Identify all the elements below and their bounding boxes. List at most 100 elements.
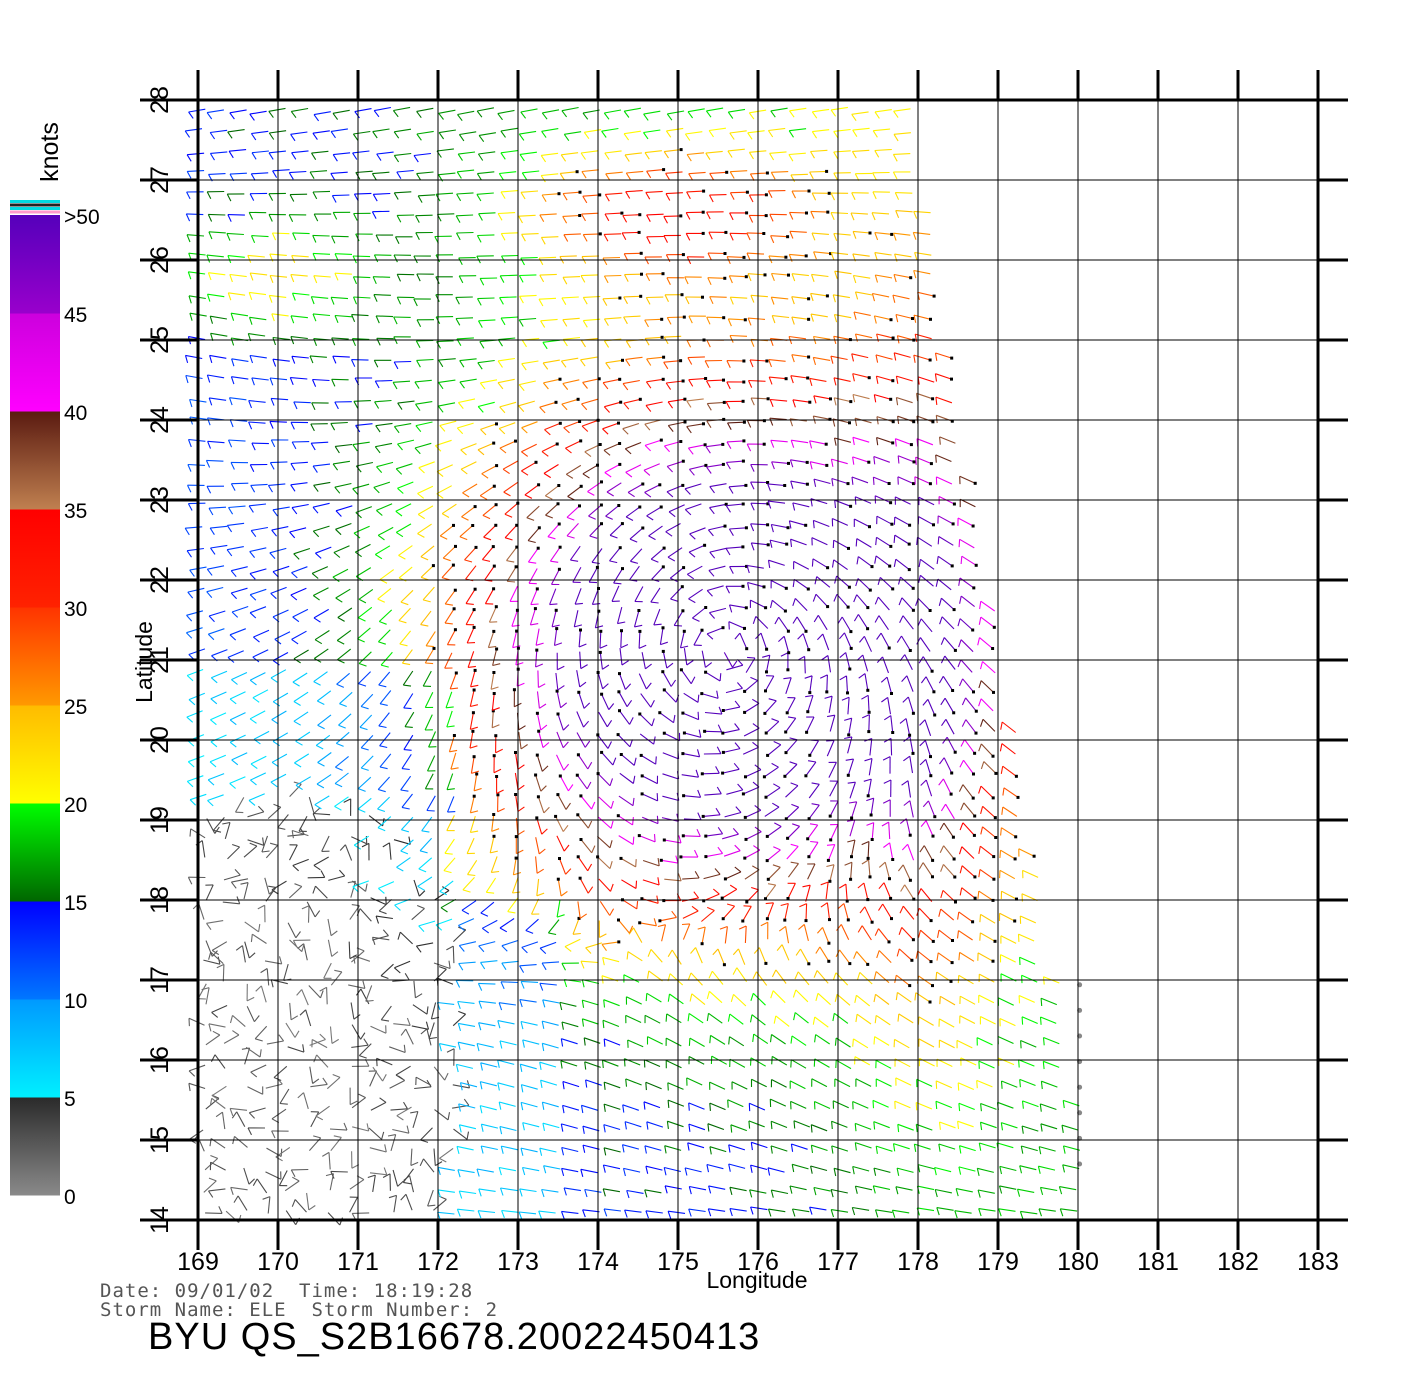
- wind-barb: [223, 1030, 240, 1044]
- wind-barb: [685, 231, 705, 241]
- wind-barb: [332, 152, 351, 162]
- wind-barb: [770, 1079, 787, 1088]
- wind-barb: [581, 979, 600, 988]
- wind-barb: [766, 740, 782, 757]
- wind-barb: [206, 417, 225, 426]
- wind-barb: [261, 835, 270, 853]
- wind-barb: [602, 296, 622, 306]
- wind-barb: [1039, 1103, 1057, 1112]
- wind-barb: [437, 402, 456, 413]
- colorbar-tick-label: 20: [64, 794, 87, 817]
- wind-barb: [541, 1101, 559, 1110]
- wind-barb: [728, 275, 748, 284]
- wind-barb: [1021, 1016, 1038, 1025]
- wind-barb: [249, 588, 267, 601]
- wind-barb: [826, 864, 835, 883]
- wind-barb: [706, 400, 726, 411]
- wind-barb: [465, 608, 476, 626]
- colorbar-bin: [10, 999, 60, 1098]
- wind-barb: [292, 672, 308, 687]
- wind-barb: [274, 631, 291, 645]
- wind-barb: [479, 379, 498, 390]
- wind-barb: [666, 459, 685, 473]
- wind-barb: [529, 607, 539, 626]
- wind-barb: [393, 128, 412, 139]
- wind-barb: [359, 714, 373, 731]
- wind-barb: [376, 1057, 393, 1067]
- wind-barb: [1016, 1188, 1035, 1197]
- wind-barb: [501, 939, 519, 952]
- wind-barb: [790, 480, 809, 489]
- wind-barb: [640, 693, 655, 708]
- wind-barb: [874, 148, 892, 158]
- wind-barb: [323, 962, 332, 979]
- wind-barb: [638, 673, 652, 690]
- wind-barb: [896, 635, 912, 652]
- wind-barb: [856, 971, 873, 985]
- wind-barb: [602, 1164, 621, 1173]
- wind-barb: [750, 1164, 768, 1173]
- wind-barb: [335, 522, 352, 536]
- wind-barb: [477, 359, 495, 370]
- wind-barb: [670, 585, 684, 602]
- wind-barb: [427, 755, 436, 772]
- wind-barb: [416, 273, 434, 282]
- wind-barb: [398, 607, 411, 624]
- wind-barb: [230, 1186, 248, 1195]
- wind-barb: [725, 399, 745, 409]
- wind-barb: [603, 233, 622, 242]
- wind-barb: [539, 273, 557, 283]
- wind-barb: [353, 400, 371, 409]
- wind-barb: [658, 711, 676, 724]
- wind-barb: [311, 1039, 328, 1049]
- wind-barb: [426, 795, 436, 812]
- wind-barb: [830, 192, 849, 201]
- wind-barb: [876, 515, 894, 526]
- wind-barb: [681, 711, 700, 721]
- wind-barb: [978, 973, 995, 983]
- wind-barb: [959, 595, 975, 608]
- wind-barb: [415, 214, 433, 223]
- wind-barb: [312, 463, 331, 473]
- wind-barb: [477, 401, 495, 413]
- wind-barb: [663, 214, 683, 224]
- wind-barb: [184, 526, 203, 536]
- wind-barb: [978, 1142, 996, 1151]
- wind-barb: [938, 597, 956, 612]
- wind-barb: [650, 587, 661, 604]
- wind-barb: [417, 876, 433, 891]
- wind-barb: [769, 1034, 786, 1045]
- wind-barb: [243, 842, 258, 858]
- wind-barb: [901, 780, 912, 798]
- wind-barb: [854, 172, 873, 181]
- wind-barb: [308, 1135, 322, 1151]
- wind-barb: [249, 710, 266, 724]
- wind-barb: [625, 1078, 642, 1087]
- wind-barb: [396, 296, 415, 305]
- wind-barb: [603, 1124, 621, 1133]
- wind-barb: [250, 526, 268, 538]
- wind-barb: [449, 671, 459, 690]
- wind-barb: [681, 923, 691, 940]
- wind-barb: [809, 461, 829, 470]
- wind-barb: [411, 904, 425, 921]
- wind-barb: [535, 648, 544, 668]
- wind-barb: [555, 672, 565, 691]
- wind-barb: [811, 232, 829, 241]
- wind-barb: [644, 317, 664, 328]
- wind-barb: [444, 588, 457, 606]
- wind-barb: [816, 927, 831, 945]
- wind-barb: [293, 711, 309, 726]
- wind-barb: [268, 192, 286, 201]
- wind-barb: [804, 675, 813, 695]
- wind-barb: [541, 1020, 559, 1029]
- wind-barb: [446, 628, 457, 646]
- wind-barb: [395, 1065, 411, 1080]
- y-tick-label: 24: [146, 406, 174, 434]
- wind-barb: [725, 682, 743, 694]
- wind-barb: [469, 815, 479, 833]
- wind-barb: [352, 130, 371, 141]
- wind-barb: [306, 1192, 316, 1211]
- wind-barb: [501, 1209, 519, 1218]
- wind-barb: [767, 500, 786, 509]
